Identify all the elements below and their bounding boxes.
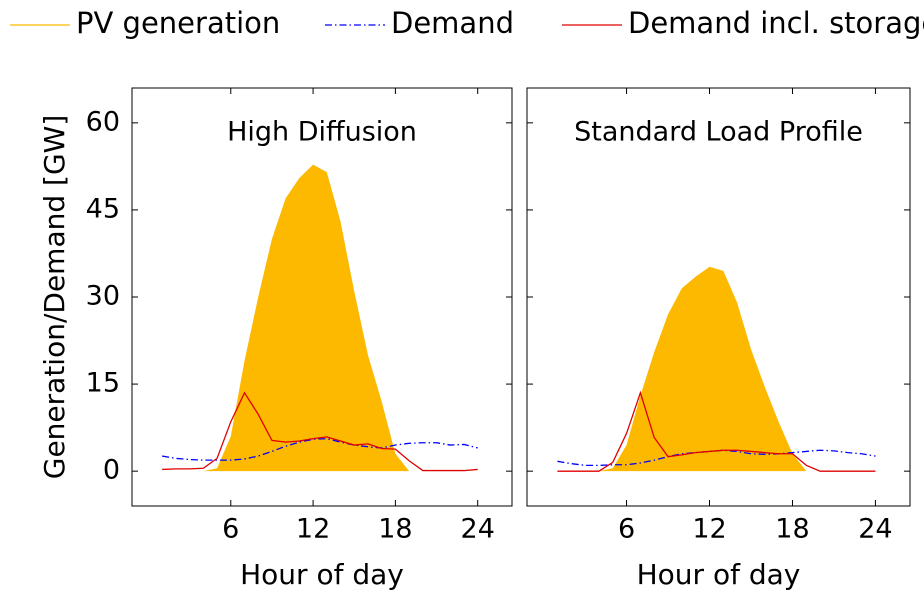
area <box>557 266 876 472</box>
x-tick-label: 12 <box>296 514 330 545</box>
x-tick-label: 18 <box>775 514 809 545</box>
y-tick-label: 30 <box>86 281 120 312</box>
x-axis-label: Hour of day <box>637 558 801 591</box>
x-tick-label: 6 <box>222 514 239 545</box>
x-tick-label: 24 <box>461 514 495 545</box>
x-axis-label: Hour of day <box>240 558 404 591</box>
legend-label: PV generation <box>76 6 280 40</box>
y-tick-label: 15 <box>86 368 120 399</box>
line <box>557 390 876 472</box>
y-tick-label: 0 <box>103 455 120 486</box>
panel-title: Standard Load Profile <box>574 117 863 148</box>
x-tick-label: 6 <box>618 514 635 545</box>
y-tick-label: 45 <box>86 193 120 224</box>
legend-label: Demand incl. storage <box>628 6 924 40</box>
x-tick-label: 24 <box>858 514 892 545</box>
line <box>162 438 478 461</box>
y-tick-label: 60 <box>86 106 120 137</box>
line <box>162 391 478 472</box>
x-tick-label: 18 <box>378 514 412 545</box>
y-axis-label: Generation/Demand [GW] <box>38 115 71 480</box>
area <box>162 164 478 472</box>
panel-title: High Diffusion <box>227 117 417 148</box>
legend-label: Demand <box>391 6 514 40</box>
x-tick-label: 12 <box>692 514 726 545</box>
